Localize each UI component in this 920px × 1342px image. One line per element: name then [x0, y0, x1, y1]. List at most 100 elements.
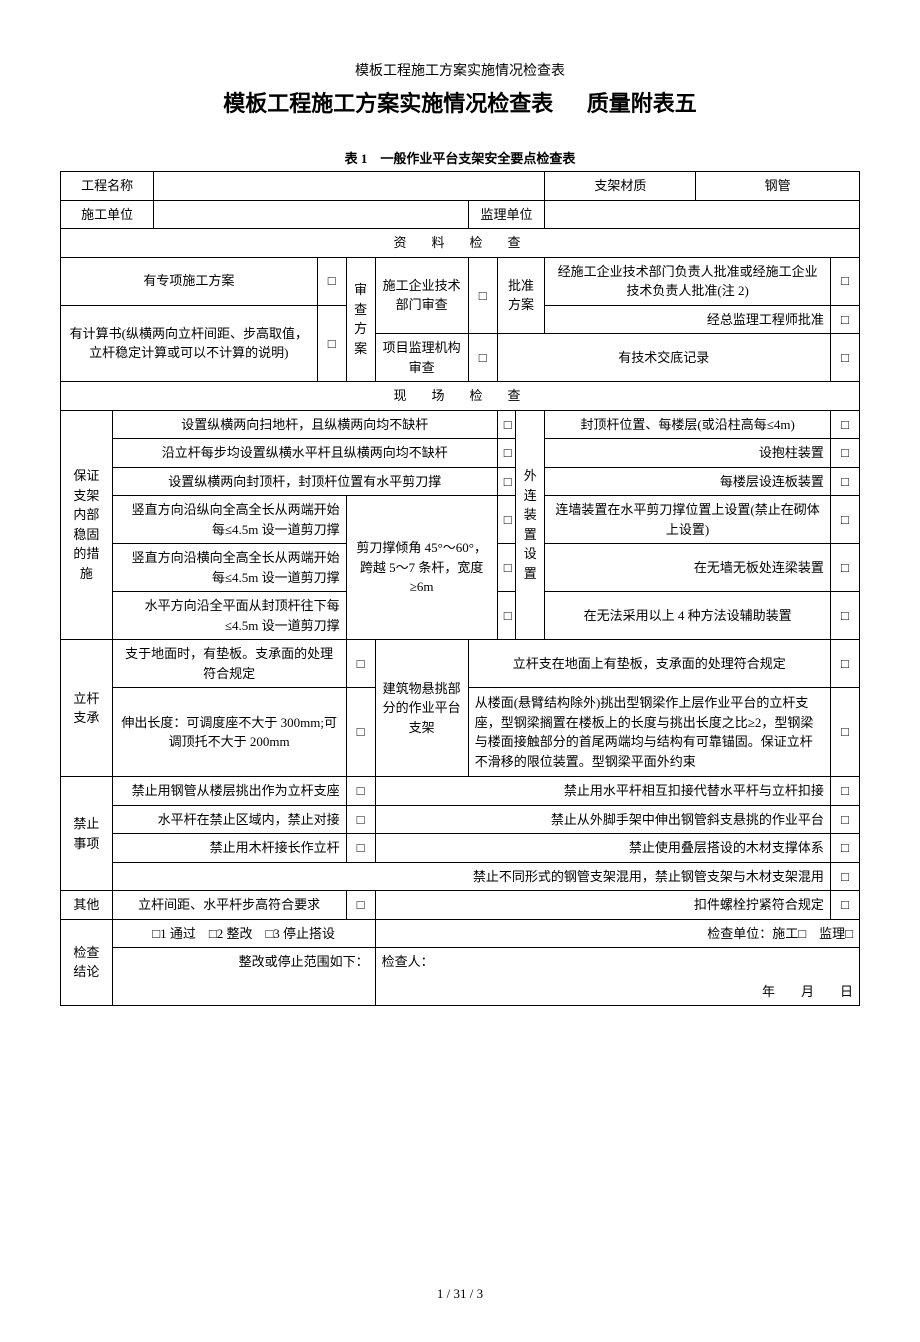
- checkbox[interactable]: □: [497, 544, 516, 592]
- tech-disclosure: 有技术交底记录: [497, 334, 830, 382]
- stable-r1: 设置纵横两向扫地杆，且纵横两向均不缺杆: [112, 410, 497, 439]
- other-l: 立杆间距、水平杆步高符合要求: [112, 891, 346, 920]
- stable-r3: 设置纵横两向封顶杆，封顶杆位置有水平剪刀撑: [112, 467, 497, 496]
- special-plan-label: 有专项施工方案: [61, 257, 318, 305]
- checkbox[interactable]: □: [346, 640, 375, 688]
- checkbox[interactable]: □: [317, 257, 346, 305]
- checkbox[interactable]: □: [497, 592, 516, 640]
- checkbox[interactable]: □: [830, 544, 859, 592]
- project-name-value: [154, 172, 545, 201]
- rectify-scope: 整改或停止范围如下：: [112, 948, 375, 1006]
- out-item-2: 设抱柱装置: [545, 439, 831, 468]
- forbid-l2: 水平杆在禁止区域内，禁止对接: [112, 805, 346, 834]
- support-side-label: 立杆支承: [61, 640, 113, 777]
- checkbox[interactable]: □: [830, 496, 859, 544]
- table-row: 禁止用木杆接长作立杆 □ 禁止使用叠层搭设的木材支撑体系 □: [61, 834, 860, 863]
- stable-r2: 沿立杆每步均设置纵横水平杆且纵横两向均不缺杆: [112, 439, 497, 468]
- checkbox[interactable]: □: [346, 834, 375, 863]
- checkbox[interactable]: □: [468, 334, 497, 382]
- section-site-check: 现 场 检 查: [61, 382, 860, 411]
- checkbox[interactable]: □: [830, 805, 859, 834]
- checkbox[interactable]: □: [830, 305, 859, 334]
- approve-plan-label: 批准方案: [497, 257, 545, 334]
- out-item-3: 每楼层设连板装置: [545, 467, 831, 496]
- forbid-r2: 禁止从外脚手架中伸出钢管斜支悬挑的作业平台: [375, 805, 830, 834]
- conclusion-side-label: 检查结论: [61, 919, 113, 1006]
- approve-item-2: 经总监理工程师批准: [545, 305, 831, 334]
- table-row: 沿立杆每步均设置纵横水平杆且纵横两向均不缺杆 □ 设抱柱装置 □: [61, 439, 860, 468]
- table-caption: 表 1 一般作业平台支架安全要点检查表: [60, 148, 860, 167]
- checkbox[interactable]: □: [346, 688, 375, 777]
- table-row: 工程名称 支架材质 钢管: [61, 172, 860, 201]
- conclusion-options: □1 通过 □2 整改 □3 停止搭设: [112, 919, 375, 948]
- table-row: 现 场 检 查: [61, 382, 860, 411]
- table-row: 其他 立杆间距、水平杆步高符合要求 □ 扣件螺栓拧紧符合规定 □: [61, 891, 860, 920]
- support-r2: 伸出长度：可调度座不大于 300mm;可调顶托不大于 200mm: [112, 688, 346, 777]
- out-item-6: 在无法采用以上 4 种方法设辅助装置: [545, 592, 831, 640]
- out-item-4: 连墙装置在水平剪刀撑位置上设置(禁止在砌体上设置): [545, 496, 831, 544]
- checkbox[interactable]: □: [830, 862, 859, 891]
- forbid-side-label: 禁止事项: [61, 777, 113, 891]
- tech-dept-review: 施工企业技术部门审查: [375, 257, 468, 334]
- checkbox[interactable]: □: [830, 334, 859, 382]
- checkbox[interactable]: □: [497, 439, 516, 468]
- table-row: 禁止不同形式的钢管支架混用，禁止钢管支架与木材支架混用 □: [61, 862, 860, 891]
- checker-label: 检查人：: [382, 954, 434, 969]
- forbid-r4: 禁止不同形式的钢管支架混用，禁止钢管支架与木材支架混用: [112, 862, 830, 891]
- checkbox[interactable]: □: [830, 777, 859, 806]
- review-plan-label: 审查方案: [346, 257, 375, 382]
- checkbox[interactable]: □: [830, 891, 859, 920]
- forbid-l3: 禁止用木杆接长作立杆: [112, 834, 346, 863]
- forbid-r3: 禁止使用叠层搭设的木材支撑体系: [375, 834, 830, 863]
- table-row: 施工单位 监理单位: [61, 200, 860, 229]
- checkbox[interactable]: □: [346, 805, 375, 834]
- approve-item-1: 经施工企业技术部门负责人批准或经施工企业技术负责人批准(注 2): [545, 257, 831, 305]
- frame-material-label: 支架材质: [545, 172, 696, 201]
- checkbox[interactable]: □: [830, 688, 859, 777]
- title-main: 模板工程施工方案实施情况检查表: [223, 86, 553, 118]
- title-row: 模板工程施工方案实施情况检查表 质量附表五: [60, 86, 860, 118]
- forbid-l1: 禁止用钢管从楼层挑出作为立杆支座: [112, 777, 346, 806]
- checkbox[interactable]: □: [830, 257, 859, 305]
- supervision-unit-value: [545, 200, 860, 229]
- external-conn-label: 外连装置设置: [516, 410, 545, 640]
- stable-r45c: 水平方向沿全平面从封顶杆往下每≤4.5m 设一道剪刀撑: [112, 592, 346, 640]
- forbid-r1: 禁止用水平杆相互扣接代替水平杆与立杆扣接: [375, 777, 830, 806]
- table-row: 水平杆在禁止区域内，禁止对接 □ 禁止从外脚手架中伸出钢管斜支悬挑的作业平台 □: [61, 805, 860, 834]
- table-row: 检查结论 □1 通过 □2 整改 □3 停止搭设 检查单位：施工□ 监理□: [61, 919, 860, 948]
- checkbox[interactable]: □: [830, 834, 859, 863]
- checkbox[interactable]: □: [830, 467, 859, 496]
- checkbox[interactable]: □: [317, 305, 346, 382]
- header-small: 模板工程施工方案实施情况检查表: [60, 60, 860, 80]
- table-row: 设置纵横两向封顶杆，封顶杆位置有水平剪刀撑 □ 每楼层设连板装置 □: [61, 467, 860, 496]
- out-item-5: 在无墙无板处连梁装置: [545, 544, 831, 592]
- table-row: 禁止事项 禁止用钢管从楼层挑出作为立杆支座 □ 禁止用水平杆相互扣接代替水平杆与…: [61, 777, 860, 806]
- other-side-label: 其他: [61, 891, 113, 920]
- construction-unit-value: [154, 200, 469, 229]
- checkbox[interactable]: □: [346, 777, 375, 806]
- scissor-brace-spec: 剪刀撑倾角 45°～60°，跨越 5～7 条杆，宽度≥6m: [346, 496, 497, 640]
- stability-side-label: 保证支架内部稳固的措施: [61, 410, 113, 640]
- checkbox[interactable]: □: [497, 496, 516, 544]
- check-unit: 检查单位：施工□ 监理□: [375, 919, 859, 948]
- cantilever-platform-label: 建筑物悬挑部分的作业平台支架: [375, 640, 468, 777]
- frame-material-value: 钢管: [696, 172, 860, 201]
- checkbox[interactable]: □: [468, 257, 497, 334]
- stable-r45a: 竖直方向沿纵向全高全长从两端开始每≤4.5m 设一道剪刀撑: [112, 496, 346, 544]
- table-row: 有专项施工方案 □ 审查方案 施工企业技术部门审查 □ 批准方案 经施工企业技术…: [61, 257, 860, 305]
- checkbox[interactable]: □: [830, 410, 859, 439]
- table-row: 资 料 检 查: [61, 229, 860, 258]
- checkbox[interactable]: □: [497, 410, 516, 439]
- checkbox[interactable]: □: [346, 891, 375, 920]
- calculation-book-label: 有计算书(纵横两向立杆间距、步高取值，立杆稳定计算或可以不计算的说明): [61, 305, 318, 382]
- out-item-1: 封顶杆位置、每楼层(或沿柱高每≤4m): [545, 410, 831, 439]
- project-name-label: 工程名称: [61, 172, 154, 201]
- checkbox[interactable]: □: [830, 439, 859, 468]
- supervision-unit-label: 监理单位: [468, 200, 545, 229]
- support-g2: 从楼面(悬臂结构除外)挑出型钢梁作上层作业平台的立杆支座，型钢梁搁置在楼板上的长…: [468, 688, 830, 777]
- support-r1: 支于地面时，有垫板。支承面的处理符合规定: [112, 640, 346, 688]
- stable-r45b: 竖直方向沿横向全高全长从两端开始每≤4.5m 设一道剪刀撑: [112, 544, 346, 592]
- checkbox[interactable]: □: [830, 640, 859, 688]
- checkbox[interactable]: □: [497, 467, 516, 496]
- checkbox[interactable]: □: [830, 592, 859, 640]
